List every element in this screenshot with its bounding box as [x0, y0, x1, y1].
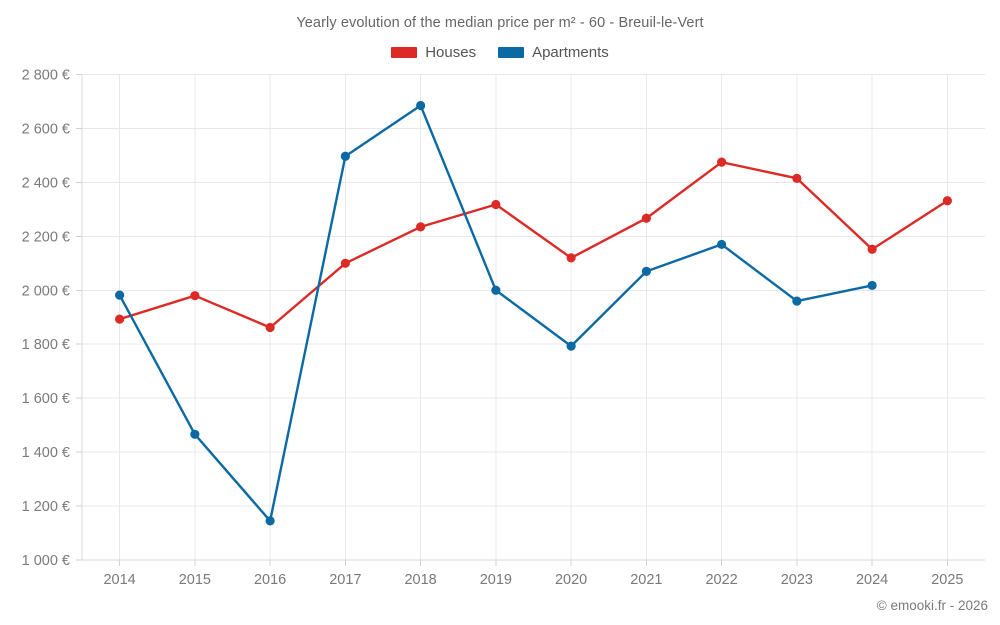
data-point[interactable] [867, 244, 877, 254]
gridlines [76, 74, 985, 566]
y-axis-tick-label: 2 600 € [22, 121, 70, 137]
x-axis-tick-label: 2023 [781, 572, 813, 588]
copyright-credit: © emooki.fr - 2026 [876, 598, 988, 613]
y-axis-tick-label: 1 400 € [22, 445, 70, 461]
data-point[interactable] [792, 296, 802, 306]
x-axis-tick-label: 2015 [179, 572, 211, 588]
series-line-houses [118, 160, 949, 329]
x-axis-labels: 2014 2015 2016 2017 2018 2019 2020 2021 2022 2023… [103, 572, 963, 588]
y-axis-tick-label: 2 400 € [22, 175, 70, 191]
data-point[interactable] [115, 290, 125, 300]
data-point[interactable] [340, 151, 350, 161]
x-axis-tick-label: 2024 [856, 572, 888, 588]
data-point[interactable] [566, 341, 576, 351]
data-point[interactable] [190, 291, 200, 301]
data-point[interactable] [416, 100, 426, 111]
data-point[interactable] [190, 429, 200, 439]
legend-swatch-houses [391, 47, 418, 58]
y-axis-tick-label: 1 600 € [22, 391, 70, 407]
data-point[interactable] [717, 239, 727, 250]
data-point[interactable] [641, 213, 651, 223]
data-point[interactable] [340, 258, 350, 268]
y-axis-tick-label: 2 000 € [22, 283, 70, 299]
data-point[interactable] [491, 285, 501, 295]
legend-label-houses: Houses [425, 44, 477, 61]
y-axis-tick-label: 2 200 € [22, 229, 70, 245]
y-axis-tick-label: 2 800 € [22, 68, 70, 84]
y-axis-tick-label: 1 800 € [22, 337, 70, 353]
data-series [115, 100, 952, 526]
y-axis-tick-label: 1 000 € [22, 553, 70, 569]
chart-legend: Houses Apartments [0, 45, 1000, 60]
data-point[interactable] [641, 266, 651, 276]
chart-title: Yearly evolution of the median price per… [296, 15, 704, 31]
legend-swatch-apartments [498, 47, 525, 58]
data-point[interactable] [717, 157, 727, 167]
x-axis-tick-label: 2016 [254, 572, 286, 588]
x-axis-tick-label: 2022 [705, 572, 737, 588]
x-axis-tick-label: 2014 [103, 572, 135, 588]
x-axis-tick-label: 2019 [480, 572, 512, 588]
data-point[interactable] [416, 222, 426, 232]
data-point[interactable] [115, 314, 125, 324]
x-axis-tick-label: 2021 [630, 572, 662, 588]
y-axis-tick-label: 1 200 € [22, 499, 70, 515]
legend-item-houses[interactable]: Houses [391, 45, 476, 60]
data-point[interactable] [942, 196, 952, 206]
x-axis-tick-label: 2017 [329, 572, 361, 588]
data-point[interactable] [265, 322, 275, 333]
x-axis-tick-label: 2018 [404, 572, 436, 588]
data-point[interactable] [566, 253, 576, 263]
data-point[interactable] [867, 280, 877, 291]
data-point[interactable] [491, 199, 501, 210]
y-axis-labels: 2 800 € 2 600 € 2 400 € 2 200 € 2 000 € 1 800… [22, 68, 70, 570]
legend-item-apartments[interactable]: Apartments [498, 45, 609, 60]
x-axis-tick-label: 2025 [931, 572, 963, 588]
data-point[interactable] [792, 173, 802, 183]
x-axis-tick-label: 2020 [555, 572, 587, 588]
legend-label-apartments: Apartments [532, 44, 609, 61]
data-point[interactable] [265, 516, 275, 526]
